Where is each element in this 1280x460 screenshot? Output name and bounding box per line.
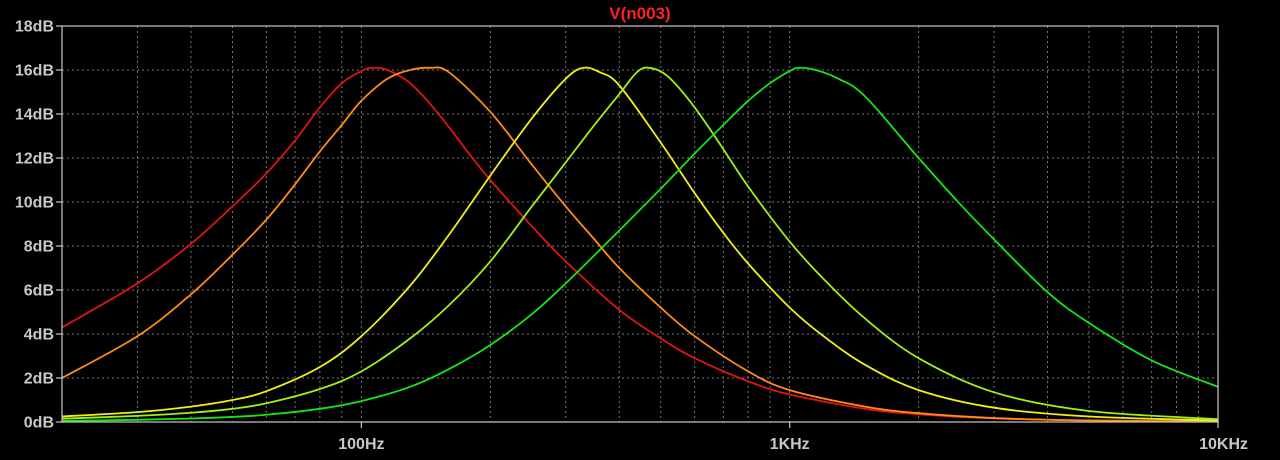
series-line-4 <box>61 66 1219 421</box>
y-tick-label: 18dB <box>15 19 54 36</box>
y-tick-label: 16dB <box>15 63 54 80</box>
y-tick-label: 0dB <box>24 415 54 432</box>
chart-title: V(n003) <box>609 4 670 23</box>
series-line-5 <box>61 66 1219 422</box>
series-line-3 <box>61 66 1219 422</box>
y-tick-label: 2dB <box>24 371 54 388</box>
y-tick-label: 14dB <box>15 107 54 124</box>
y-tick-label: 6dB <box>24 283 54 300</box>
y-tick-label: 12dB <box>15 151 54 168</box>
grid <box>62 26 1218 422</box>
x-tick-label: 100Hz <box>338 436 384 453</box>
series-line-1 <box>61 66 1219 423</box>
y-tick-label: 10dB <box>15 195 54 212</box>
plot-frame <box>61 25 1219 423</box>
series-lines <box>61 66 1219 423</box>
y-axis-ticks: 0dB 2dB 4dB 6dB 8dB 10dB 12dB 14dB 16dB 18dB <box>15 19 62 432</box>
x-tick-label: 1KHz <box>770 436 810 453</box>
y-tick-label: 4dB <box>24 327 54 344</box>
series-line-2 <box>61 66 1219 423</box>
x-tick-label: 10KHz <box>1199 436 1248 453</box>
x-axis-ticks: 100Hz 1KHz 10KHz <box>338 422 1248 453</box>
y-tick-label: 8dB <box>24 239 54 256</box>
